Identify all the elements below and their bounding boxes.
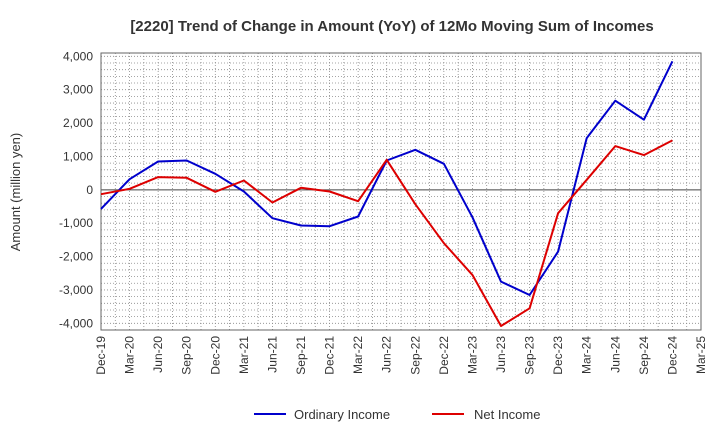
- x-tick-label: Mar-23: [465, 336, 479, 374]
- y-tick-label: 1,000: [63, 149, 93, 163]
- x-tick-label: Sep-24: [637, 336, 651, 375]
- y-tick-label: -1,000: [59, 216, 93, 230]
- legend-label-2: Net Income: [474, 407, 540, 422]
- x-tick-label: Dec-22: [437, 336, 451, 375]
- plot-area: 4,000 3,000 2,000 1,000 0 -1,000 -2,000 -3,000 -…: [59, 49, 708, 374]
- x-tick-label: Dec-24: [665, 336, 679, 375]
- legend: Ordinary Income Net Income: [254, 407, 540, 422]
- x-tick-label: Jun-21: [265, 336, 279, 373]
- y-tick-label: 0: [86, 183, 93, 197]
- x-tick-label: Sep-20: [180, 336, 194, 375]
- plot-border: [100, 52, 702, 331]
- x-tick-label: Jun-23: [494, 336, 508, 373]
- x-tick-label: Jun-24: [608, 336, 622, 373]
- y-tick-label: -3,000: [59, 283, 93, 297]
- series-line-2: [100, 139, 673, 327]
- x-tick-label: Mar-24: [580, 336, 594, 374]
- x-tick-label: Dec-21: [323, 336, 337, 375]
- chart-title: [2220] Trend of Change in Amount (YoY) o…: [130, 18, 653, 35]
- y-tick-label: -2,000: [59, 250, 93, 264]
- x-tick-label: Jun-22: [380, 336, 394, 373]
- x-tick-label: Dec-23: [551, 336, 565, 375]
- x-tick-label: Mar-21: [237, 336, 251, 374]
- x-tick-label: Dec-19: [94, 336, 108, 375]
- legend-label-1: Ordinary Income: [294, 407, 390, 422]
- x-tick-label: Dec-20: [208, 336, 222, 375]
- x-tick-label: Mar-22: [351, 336, 365, 374]
- x-tick-label: Sep-22: [408, 336, 422, 375]
- y-tick-label: -4,000: [59, 316, 93, 330]
- y-axis-label: Amount (million yen): [8, 133, 23, 252]
- x-tick-label: Sep-23: [523, 336, 537, 375]
- y-tick-label: 3,000: [63, 83, 93, 97]
- x-tick-label: Sep-21: [294, 336, 308, 375]
- x-tick-label: Jun-20: [151, 336, 165, 373]
- x-tick-label: Mar-20: [123, 336, 137, 374]
- y-tick-label: 4,000: [63, 49, 93, 63]
- y-tick-label: 2,000: [63, 116, 93, 130]
- x-tick-label: Mar-25: [694, 336, 708, 374]
